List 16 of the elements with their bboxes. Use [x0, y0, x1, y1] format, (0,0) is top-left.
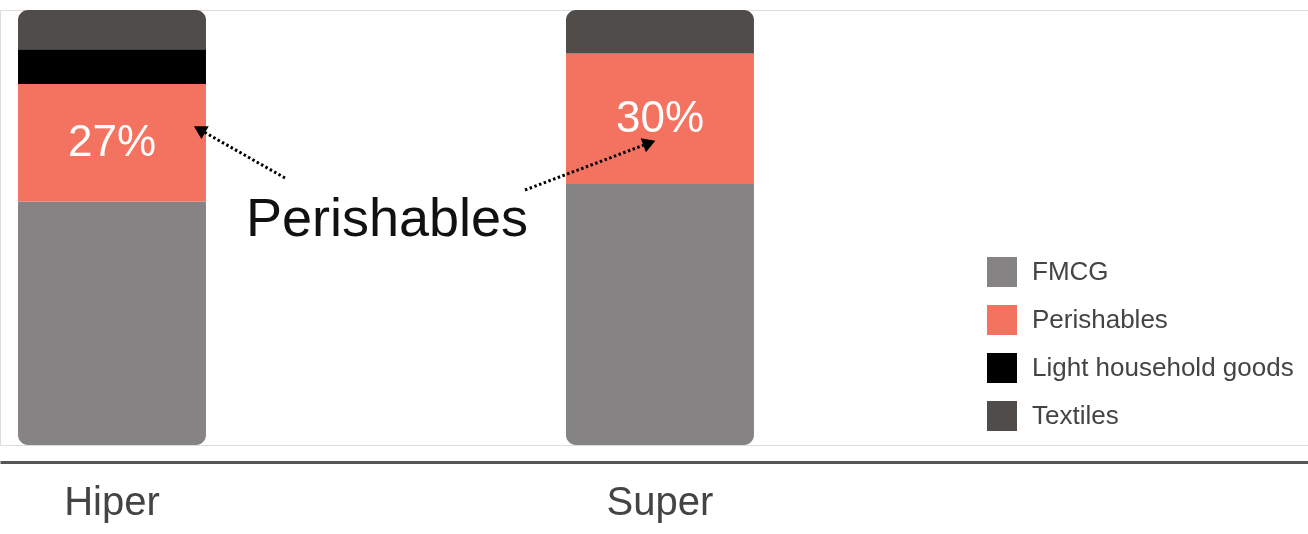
data-label: 27%	[67, 115, 157, 165]
x-tick-label: Super	[606, 478, 714, 523]
bar	[18, 10, 206, 50]
bar	[18, 49, 206, 84]
x-tick-label: Hiper	[64, 478, 160, 523]
legend-label: FMCG	[1032, 256, 1109, 286]
legend-label: Light household goods	[1032, 352, 1294, 382]
legend-label: Textiles	[1032, 400, 1119, 430]
bar	[565, 53, 754, 184]
bar	[18, 201, 206, 445]
bar	[565, 10, 754, 54]
legend-label: Perishables	[1032, 304, 1168, 334]
bar	[18, 83, 206, 202]
annotation: Perishables	[245, 187, 529, 247]
data-label: 30%	[615, 91, 704, 141]
bar	[565, 184, 754, 445]
